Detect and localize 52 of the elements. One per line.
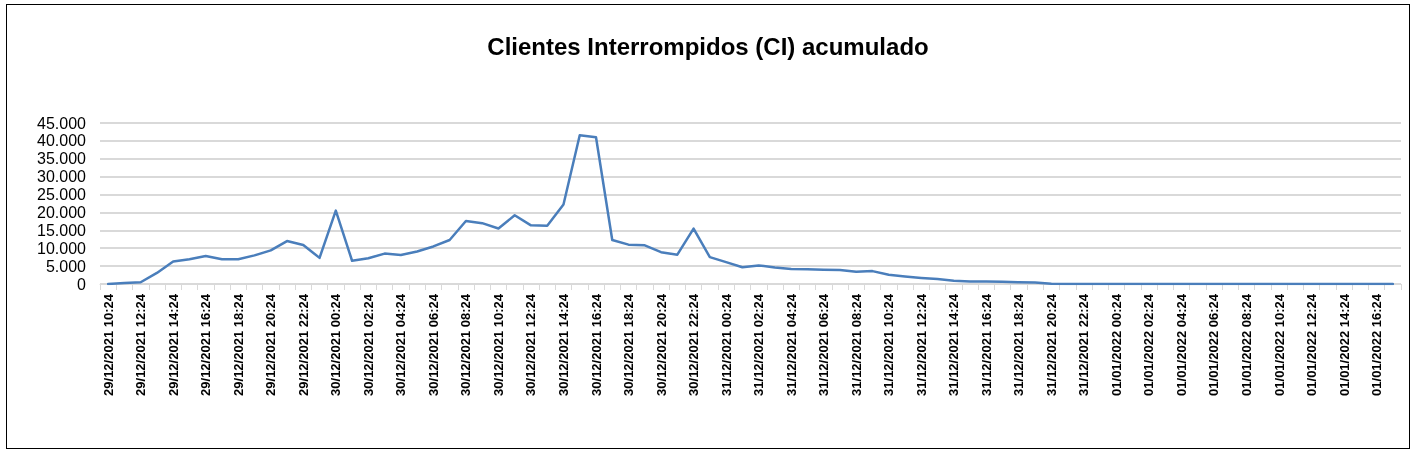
- x-tick-label: 30/12/2021 14:24: [555, 293, 571, 396]
- x-tick-label: 31/12/2021 00:24: [718, 293, 734, 396]
- y-tick-label: 0: [77, 275, 87, 293]
- x-tick-label: 30/12/2021 10:24: [490, 293, 506, 396]
- x-tick-label: 01/01/2022 16:24: [1369, 293, 1385, 396]
- x-tick-label: 31/12/2021 10:24: [881, 293, 897, 396]
- x-tick-label: 01/01/2022 00:24: [1108, 293, 1124, 396]
- y-tick-label: 15.000: [37, 221, 87, 239]
- x-tick-label: 29/12/2021 22:24: [295, 293, 311, 396]
- x-tick-label: 30/12/2021 20:24: [653, 293, 669, 396]
- x-tick-label: 30/12/2021 02:24: [360, 293, 376, 396]
- x-tick-label: 30/12/2021 12:24: [523, 293, 539, 396]
- x-tick-label: 29/12/2021 10:24: [100, 293, 116, 396]
- y-tick-label: 30.000: [37, 168, 87, 186]
- x-tick-label: 30/12/2021 08:24: [458, 293, 474, 396]
- x-tick-label: 31/12/2021 06:24: [816, 293, 832, 396]
- x-tick-label: 29/12/2021 20:24: [263, 293, 279, 396]
- x-tick-label: 01/01/2022 04:24: [1173, 293, 1189, 396]
- x-tick-label: 31/12/2021 04:24: [783, 293, 799, 396]
- x-tick-label: 31/12/2021 02:24: [751, 293, 767, 396]
- x-tick-label: 30/12/2021 16:24: [588, 293, 604, 396]
- y-tick-label: 45.000: [37, 114, 87, 132]
- y-tick-label: 40.000: [37, 132, 87, 150]
- y-tick-label: 10.000: [37, 239, 87, 257]
- x-tick-label: 01/01/2022 14:24: [1336, 293, 1352, 396]
- x-tick-label: 31/12/2021 18:24: [1011, 293, 1027, 396]
- y-tick-label: 20.000: [37, 203, 87, 221]
- x-tick-label: 30/12/2021 18:24: [621, 293, 637, 396]
- x-tick-label: 01/01/2022 12:24: [1304, 293, 1320, 396]
- x-tick-label: 29/12/2021 16:24: [198, 293, 214, 396]
- x-tick-label: 30/12/2021 06:24: [425, 293, 441, 396]
- x-tick-label: 29/12/2021 12:24: [133, 293, 149, 396]
- x-tick-label: 01/01/2022 06:24: [1206, 293, 1222, 396]
- y-tick-label: 35.000: [37, 150, 87, 168]
- x-tick-label: 30/12/2021 22:24: [686, 293, 702, 396]
- x-tick-label: 29/12/2021 18:24: [230, 293, 246, 396]
- x-tick-label: 31/12/2021 14:24: [946, 293, 962, 396]
- x-tick-label: 29/12/2021 14:24: [165, 293, 181, 396]
- x-tick-label: 30/12/2021 04:24: [393, 293, 409, 396]
- x-tick-label: 31/12/2021 16:24: [978, 293, 994, 396]
- x-tick-label: 01/01/2022 10:24: [1271, 293, 1287, 396]
- y-tick-label: 5.000: [45, 257, 87, 275]
- line-series: [106, 133, 1395, 286]
- x-tick-label: 31/12/2021 12:24: [913, 293, 929, 396]
- x-tick-label: 31/12/2021 22:24: [1076, 293, 1092, 396]
- chart-title: Clientes Interrompidos (CI) acumulado: [487, 32, 929, 60]
- y-tick-label: 25.000: [37, 186, 87, 204]
- x-tick-label: 01/01/2022 08:24: [1239, 293, 1255, 396]
- x-tick-label: 31/12/2021 20:24: [1043, 293, 1059, 396]
- x-tick-label: 30/12/2021 00:24: [328, 293, 344, 396]
- x-tick-label: 31/12/2021 08:24: [848, 293, 864, 396]
- x-tick-label: 01/01/2022 02:24: [1141, 293, 1157, 396]
